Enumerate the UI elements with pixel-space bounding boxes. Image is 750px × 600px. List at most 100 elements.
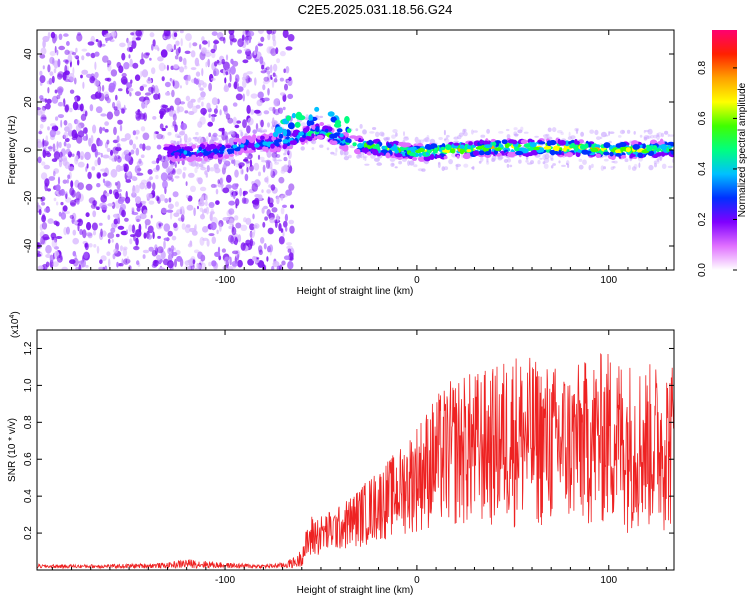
- x-tick-label: -100: [215, 275, 235, 286]
- noise-speckle: [118, 65, 124, 74]
- noise-speckle: [231, 224, 235, 233]
- noise-speckle: [198, 163, 203, 168]
- noise-speckle: [70, 180, 74, 188]
- signal-blob: [311, 133, 315, 139]
- signal-blob: [295, 111, 303, 120]
- noise-speckle: [364, 156, 367, 162]
- noise-speckle: [272, 30, 277, 35]
- signal-blob: [646, 145, 653, 152]
- noise-speckle: [252, 213, 255, 220]
- signal-blob: [168, 147, 172, 151]
- noise-speckle: [235, 93, 243, 101]
- y-tick-label: 1.2: [23, 341, 34, 355]
- signal-blob: [285, 115, 292, 122]
- signal-blob: [581, 149, 589, 155]
- noise-speckle: [228, 225, 233, 230]
- noise-speckle: [79, 103, 84, 112]
- noise-speckle: [266, 30, 273, 35]
- noise-speckle: [183, 166, 187, 171]
- noise-speckle: [126, 229, 128, 234]
- signal-blob: [395, 153, 403, 158]
- noise-speckle: [657, 132, 663, 138]
- noise-speckle: [669, 134, 674, 137]
- noise-speckle: [284, 79, 289, 83]
- noise-speckle: [267, 122, 270, 128]
- signal-blob: [515, 146, 520, 153]
- noise-speckle: [227, 117, 234, 124]
- noise-speckle: [486, 157, 489, 163]
- noise-speckle: [252, 129, 257, 134]
- noise-speckle: [177, 135, 182, 138]
- noise-speckle: [105, 181, 112, 189]
- noise-speckle: [102, 172, 108, 177]
- noise-speckle: [370, 154, 376, 159]
- noise-speckle: [648, 164, 654, 171]
- noise-speckle: [161, 76, 165, 82]
- noise-speckle: [85, 183, 93, 191]
- signal-blob: [653, 153, 659, 158]
- noise-speckle: [145, 52, 150, 56]
- noise-speckle: [268, 184, 272, 188]
- noise-speckle: [463, 163, 469, 168]
- noise-speckle: [167, 203, 174, 210]
- noise-speckle: [219, 36, 226, 42]
- signal-blob: [282, 118, 288, 124]
- noise-speckle: [160, 49, 168, 58]
- noise-speckle: [247, 77, 252, 83]
- noise-speckle: [250, 93, 258, 99]
- noise-speckle: [283, 220, 288, 228]
- noise-speckle: [208, 82, 213, 92]
- noise-speckle: [152, 116, 157, 120]
- noise-speckle: [174, 201, 179, 208]
- noise-speckle: [214, 61, 218, 67]
- noise-speckle: [79, 229, 83, 235]
- snr-panel: -100 0 100 0.2 0.4 0.6 0.8 1.0 1.2 Height of st…: [7, 311, 675, 596]
- noise-speckle: [47, 188, 51, 192]
- noise-speckle: [168, 253, 173, 263]
- signal-blob: [445, 144, 452, 151]
- signal-blob: [450, 148, 456, 154]
- noise-speckle: [71, 189, 76, 198]
- noise-speckle: [49, 129, 56, 138]
- noise-speckle: [362, 129, 367, 135]
- noise-speckle: [139, 143, 143, 149]
- noise-speckle: [153, 87, 160, 94]
- noise-speckle: [44, 178, 50, 187]
- noise-speckle: [146, 78, 152, 84]
- noise-speckle: [43, 207, 51, 213]
- noise-speckle: [213, 137, 219, 141]
- noise-speckle: [238, 162, 245, 168]
- noise-speckle: [316, 117, 321, 121]
- noise-speckle: [107, 60, 112, 66]
- noise-speckle: [232, 250, 239, 255]
- colorbar-tick-label: 0.0: [697, 263, 708, 277]
- noise-speckle: [136, 206, 141, 212]
- signal-blob: [625, 147, 631, 153]
- noise-speckle: [72, 229, 77, 236]
- noise-speckle: [212, 68, 220, 77]
- noise-speckle: [58, 151, 63, 158]
- noise-speckle: [213, 163, 220, 170]
- noise-speckle: [197, 121, 203, 128]
- noise-speckle: [141, 200, 147, 204]
- noise-speckle: [244, 157, 249, 162]
- noise-speckle: [135, 237, 139, 246]
- signal-blob: [346, 128, 352, 134]
- noise-speckle: [77, 59, 80, 66]
- noise-speckle: [204, 170, 208, 176]
- noise-speckle: [279, 77, 284, 82]
- noise-speckle: [95, 39, 99, 42]
- noise-speckle: [544, 153, 550, 160]
- noise-speckle: [518, 159, 522, 164]
- signal-blob: [254, 143, 260, 148]
- noise-speckle: [123, 166, 128, 172]
- noise-speckle: [206, 102, 211, 110]
- noise-speckle: [200, 213, 205, 220]
- noise-speckle: [156, 133, 164, 140]
- noise-speckle: [448, 159, 453, 165]
- noise-speckle: [225, 71, 229, 76]
- noise-speckle: [239, 168, 244, 175]
- noise-speckle: [246, 41, 249, 45]
- noise-speckle: [102, 30, 107, 36]
- noise-speckle: [525, 156, 529, 160]
